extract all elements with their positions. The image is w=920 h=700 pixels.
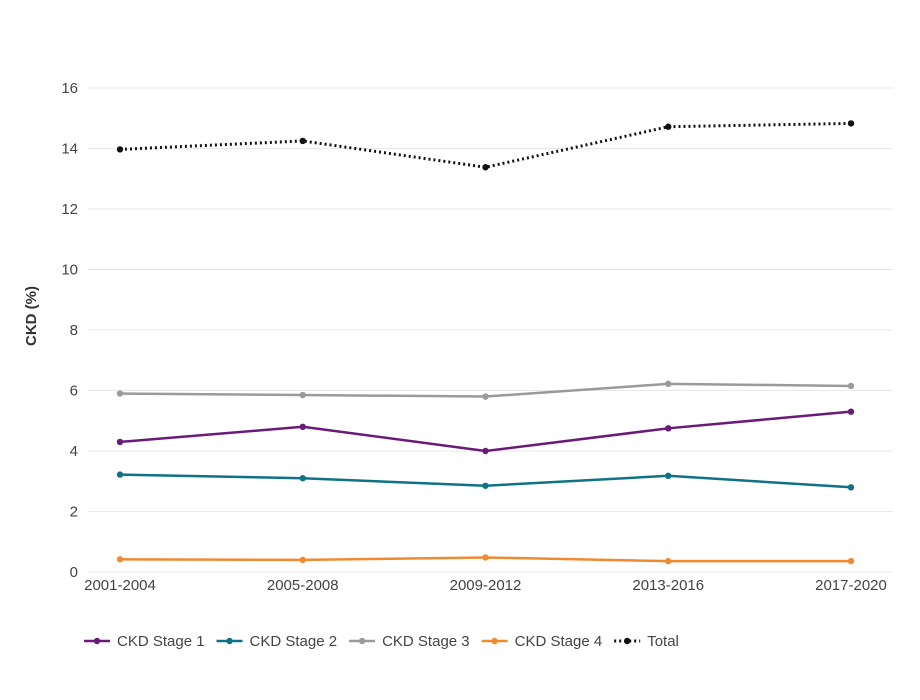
data-point[interactable] <box>116 438 124 446</box>
data-point[interactable] <box>847 382 855 390</box>
series-ckd-stage-4 <box>116 554 855 565</box>
y-tick-label: 4 <box>70 443 78 460</box>
x-axis-ticks: 2001-2004 2005-2008 2009-2012 2013-2016 2017… <box>84 577 887 594</box>
series-ckd-stage-2 <box>116 471 855 491</box>
x-tick-label: 2001-2004 <box>84 577 156 594</box>
data-point[interactable] <box>665 557 672 565</box>
series-lines <box>116 120 855 565</box>
y-tick-label: 2 <box>70 504 78 521</box>
data-point[interactable] <box>299 391 306 399</box>
data-point[interactable] <box>116 556 124 563</box>
legend-marker <box>226 637 233 645</box>
legend-label: CKD Stage 2 <box>250 633 338 650</box>
x-tick-label: 2009-2012 <box>450 577 522 594</box>
data-point[interactable] <box>299 423 306 430</box>
data-point[interactable] <box>116 471 124 478</box>
data-point[interactable] <box>299 475 306 482</box>
y-axis-ticks: 0 2 4 6 8 10 12 14 16 <box>61 80 78 581</box>
y-tick-label: 8 <box>70 322 78 339</box>
series-line <box>119 121 852 169</box>
data-point[interactable] <box>847 484 855 491</box>
y-tick-label: 16 <box>61 80 78 97</box>
data-point[interactable] <box>482 164 489 171</box>
legend: CKD Stage 1 CKD Stage 2 CKD Stage 3 CKD Sta… <box>84 633 679 650</box>
legend-item[interactable]: CKD Stage 4 <box>481 633 603 650</box>
y-tick-label: 10 <box>61 262 78 279</box>
data-point[interactable] <box>847 408 855 415</box>
data-point[interactable] <box>482 482 489 489</box>
data-point[interactable] <box>665 123 672 130</box>
y-tick-label: 0 <box>70 564 78 581</box>
data-point[interactable] <box>116 390 124 397</box>
legend-item[interactable]: CKD Stage 2 <box>216 633 338 650</box>
legend-item[interactable]: Total <box>614 633 679 650</box>
data-point[interactable] <box>665 425 672 432</box>
data-point[interactable] <box>299 137 306 145</box>
legend-marker <box>358 637 366 645</box>
legend-label: Total <box>647 633 679 650</box>
series-ckd-stage-3 <box>116 380 855 400</box>
legend-item[interactable]: CKD Stage 1 <box>84 633 205 650</box>
legend-marker <box>491 637 498 645</box>
series-line <box>119 410 852 453</box>
data-point[interactable] <box>665 472 672 480</box>
y-axis-title: CKD (%) <box>23 286 40 346</box>
x-tick-label: 2005-2008 <box>267 577 339 594</box>
series-ckd-stage-1 <box>116 408 855 455</box>
data-point[interactable] <box>299 556 306 564</box>
legend-label: CKD Stage 3 <box>382 633 470 650</box>
data-point[interactable] <box>847 557 855 565</box>
legend-marker <box>623 637 631 645</box>
data-point[interactable] <box>482 393 489 400</box>
legend-label: CKD Stage 1 <box>117 633 205 650</box>
data-point[interactable] <box>665 380 672 388</box>
data-point[interactable] <box>847 120 855 127</box>
y-tick-label: 12 <box>61 201 78 218</box>
data-point[interactable] <box>116 146 124 153</box>
legend-label: CKD Stage 4 <box>515 633 603 650</box>
series-total <box>116 120 855 171</box>
legend-marker <box>93 637 101 645</box>
y-tick-label: 6 <box>70 383 78 400</box>
x-tick-label: 2013-2016 <box>632 577 704 594</box>
x-tick-label: 2017-2020 <box>815 577 887 594</box>
legend-item[interactable]: CKD Stage 3 <box>349 633 470 650</box>
gridlines <box>88 87 893 573</box>
data-point[interactable] <box>482 447 489 455</box>
y-tick-label: 14 <box>61 141 78 158</box>
data-point[interactable] <box>482 554 489 561</box>
